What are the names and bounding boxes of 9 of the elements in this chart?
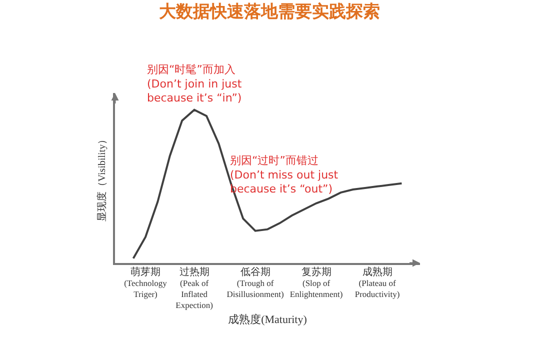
y-axis-title: 显现度（Visibility） [96,134,108,222]
x-tick-label: 复苏期 (Slop of Enlightenment) [290,266,343,300]
x-tick-label: 低谷期 (Trough of Disillusionment) [226,266,284,300]
text: 别因“时髦”而加入 (Don’t join in just because it’s “in”) [147,63,242,105]
x-tick-label: 成熟期 (Plateau of Productivity) [354,266,400,300]
x-tick-label: 萌芽期 (Technology Triger) [124,266,168,300]
x-tick-label: 过热期 (Peak of Inflated Expection) [176,266,214,310]
x-axis-title: 成熟度(Maturity) [228,312,308,326]
chart-title: 大数据快速落地需要实践探索 [159,2,380,22]
